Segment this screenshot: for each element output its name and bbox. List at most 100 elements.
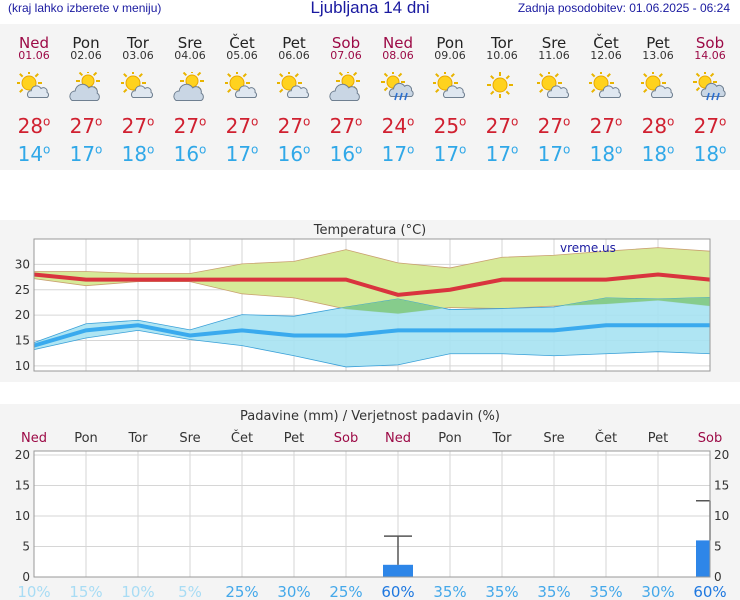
max-temp-value: 27 (173, 114, 200, 138)
max-temp-value: 27 (329, 114, 356, 138)
x-category-label: Sre (543, 431, 564, 446)
max-temp-value: 24 (381, 114, 408, 138)
day-column: Sre 04.06 27o 16o (164, 24, 216, 170)
min-temperature: 17o (476, 142, 528, 166)
precipitation-probability-label: 35% (433, 583, 466, 600)
degree-symbol: o (459, 114, 467, 129)
degree-symbol: o (511, 142, 519, 157)
y-tick-label: 30 (15, 257, 30, 271)
min-temperature: 18o (684, 142, 736, 166)
max-temp-value: 27 (225, 114, 252, 138)
day-column: Ned 08.06 24o 17o (372, 24, 424, 170)
day-date: 08.06 (382, 49, 414, 62)
min-temp-value: 17 (537, 142, 564, 166)
y-tick-label-right: 15 (714, 479, 729, 493)
degree-symbol: o (147, 114, 155, 129)
degree-symbol: o (303, 114, 311, 129)
precipitation-probability-label: 60% (381, 583, 414, 600)
watermark: vreme.us (560, 241, 616, 255)
min-temperature: 16o (164, 142, 216, 166)
x-category-label: Pet (648, 431, 668, 446)
y-tick-label: 15 (15, 334, 30, 348)
max-temp-value: 27 (485, 114, 512, 138)
degree-symbol: o (615, 114, 623, 129)
day-date: 01.06 (18, 49, 50, 62)
max-temperature: 27o (268, 114, 320, 138)
degree-symbol: o (147, 142, 155, 157)
day-date: 09.06 (434, 49, 466, 62)
day-name: Tor (491, 34, 513, 52)
max-temp-value: 27 (277, 114, 304, 138)
min-temp-value: 18 (693, 142, 720, 166)
sun-cloud-icon (433, 72, 465, 98)
min-temp-value: 18 (121, 142, 148, 166)
max-temperature: 28o (8, 114, 60, 138)
min-temperature: 14o (8, 142, 60, 166)
x-category-label: Ned (21, 431, 47, 446)
x-category-label: Pon (74, 431, 98, 446)
max-temperature: 27o (580, 114, 632, 138)
max-temp-value: 27 (693, 114, 720, 138)
degree-symbol: o (303, 142, 311, 157)
day-date: 06.06 (278, 49, 310, 62)
min-temp-value: 17 (225, 142, 252, 166)
day-name: Pet (646, 34, 670, 52)
degree-symbol: o (251, 142, 259, 157)
last-updated: Zadnja posodobitev: 01.06.2025 - 06:24 (517, 1, 730, 15)
day-date: 10.06 (486, 49, 518, 62)
degree-symbol: o (511, 114, 519, 129)
day-name: Pet (282, 34, 306, 52)
cloud-sun-icon (69, 72, 100, 101)
precipitation-bar (696, 540, 710, 577)
precipitation-probability-label: 60% (693, 583, 726, 600)
day-column: Tor 03.06 27o 18o (112, 24, 164, 170)
x-category-label: Čet (231, 430, 253, 446)
day-date: 13.06 (642, 49, 674, 62)
min-temperature: 18o (112, 142, 164, 166)
cloud-sun-icon (173, 72, 204, 101)
max-temp-value: 28 (17, 114, 44, 138)
day-column: Čet 05.06 27o 17o (216, 24, 268, 170)
x-category-label: Sob (334, 431, 358, 446)
day-name: Sre (541, 34, 567, 52)
daily-forecast-strip: Ned 01.06 28o 14o Pon 02.06 27o 17o Tor 03.06 27o 1… (0, 24, 740, 170)
precipitation-probability-label: 5% (178, 583, 202, 600)
x-category-label: Tor (127, 431, 148, 446)
y-tick-label: 20 (15, 308, 30, 322)
degree-symbol: o (719, 114, 727, 129)
day-name: Čet (593, 34, 619, 52)
max-temperature: 25o (424, 114, 476, 138)
day-column: Ned 01.06 28o 14o (8, 24, 60, 170)
min-temp-value: 17 (433, 142, 460, 166)
day-date: 07.06 (330, 49, 362, 62)
day-name: Tor (127, 34, 149, 52)
degree-symbol: o (95, 114, 103, 129)
x-category-label: Čet (595, 430, 617, 446)
degree-symbol: o (615, 142, 623, 157)
y-tick-label-left: 0 (22, 570, 30, 584)
sun-cloud-icon (225, 72, 257, 98)
min-temp-value: 16 (329, 142, 356, 166)
day-date: 14.06 (694, 49, 726, 62)
precipitation-probability-label: 30% (277, 583, 310, 600)
degree-symbol: o (719, 142, 727, 157)
day-name: Sre (177, 34, 203, 52)
day-column: Sre 11.06 27o 17o (528, 24, 580, 170)
day-date: 05.06 (226, 49, 258, 62)
precipitation-probability-label: 30% (641, 583, 674, 600)
y-tick-label-right: 5 (714, 540, 722, 554)
y-tick-label-left: 5 (22, 540, 30, 554)
max-temperature: 27o (164, 114, 216, 138)
location-menu-hint: (kraj lahko izberete v meniju) (8, 1, 162, 15)
max-temp-value: 25 (433, 114, 460, 138)
header-bar: (kraj lahko izberete v meniju) Ljubljana… (0, 0, 740, 20)
max-temperature: 27o (60, 114, 112, 138)
min-temperature: 18o (632, 142, 684, 166)
max-temp-value: 27 (589, 114, 616, 138)
y-tick-label-right: 0 (714, 570, 722, 584)
min-temperature: 17o (60, 142, 112, 166)
degree-symbol: o (563, 114, 571, 129)
degree-symbol: o (43, 114, 51, 129)
degree-symbol: o (251, 114, 259, 129)
precipitation-probability-label: 35% (485, 583, 518, 600)
